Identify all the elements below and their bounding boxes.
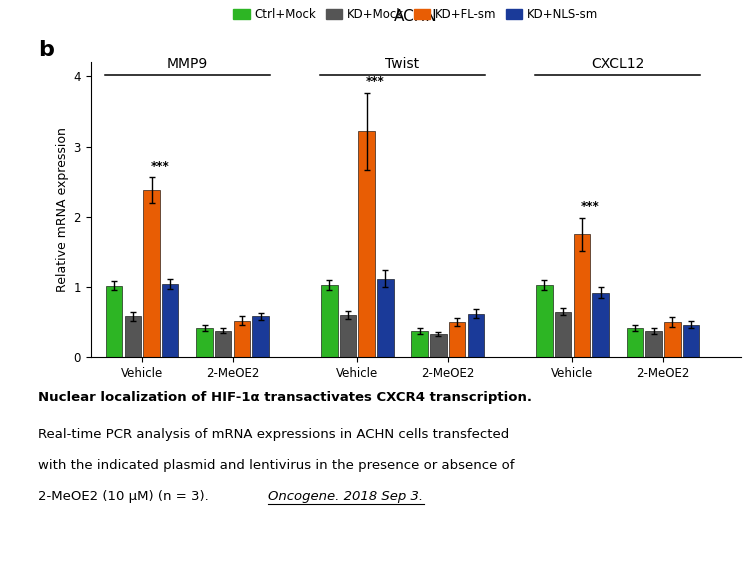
Bar: [592, 293, 609, 357]
Text: Oncogene. 2018 Sep 3.: Oncogene. 2018 Sep 3.: [268, 490, 423, 503]
Text: b: b: [38, 40, 54, 60]
Bar: [144, 190, 160, 357]
Bar: [664, 322, 680, 357]
Bar: [627, 328, 643, 357]
Y-axis label: Relative mRNA expression: Relative mRNA expression: [57, 128, 70, 292]
Bar: [106, 286, 122, 357]
Text: CXCL12: CXCL12: [591, 57, 644, 71]
Bar: [683, 325, 699, 357]
Bar: [125, 316, 141, 357]
Bar: [321, 285, 337, 357]
Bar: [215, 331, 231, 357]
Text: Nuclear localization of HIF-1α transactivates CXCR4 transcription.: Nuclear localization of HIF-1α transacti…: [38, 391, 531, 404]
Bar: [197, 328, 212, 357]
Bar: [430, 334, 447, 357]
Text: Twist: Twist: [386, 57, 420, 71]
Title: ACHN: ACHN: [394, 9, 438, 24]
Text: ***: ***: [581, 200, 600, 213]
Bar: [646, 331, 662, 357]
Bar: [536, 285, 553, 357]
Bar: [555, 312, 572, 357]
Bar: [162, 284, 178, 357]
Text: MMP9: MMP9: [167, 57, 208, 71]
Text: 2-MeOE2 (10 μM) (n = 3).: 2-MeOE2 (10 μM) (n = 3).: [38, 490, 209, 503]
Bar: [449, 322, 466, 357]
Bar: [377, 278, 394, 357]
Bar: [234, 321, 250, 357]
Bar: [253, 316, 269, 357]
Bar: [574, 234, 590, 357]
Bar: [339, 315, 356, 357]
Text: with the indicated plasmid and lentivirus in the presence or absence of: with the indicated plasmid and lentiviru…: [38, 459, 514, 472]
Bar: [411, 331, 428, 357]
Text: Real-time PCR analysis of mRNA expressions in ACHN cells transfected: Real-time PCR analysis of mRNA expressio…: [38, 428, 509, 441]
Bar: [358, 131, 375, 357]
Legend: Ctrl+Mock, KD+Mock, KD+FL-sm, KD+NLS-sm: Ctrl+Mock, KD+Mock, KD+FL-sm, KD+NLS-sm: [228, 3, 603, 26]
Text: ***: ***: [366, 75, 384, 88]
Bar: [468, 314, 484, 357]
Text: ***: ***: [150, 159, 169, 172]
